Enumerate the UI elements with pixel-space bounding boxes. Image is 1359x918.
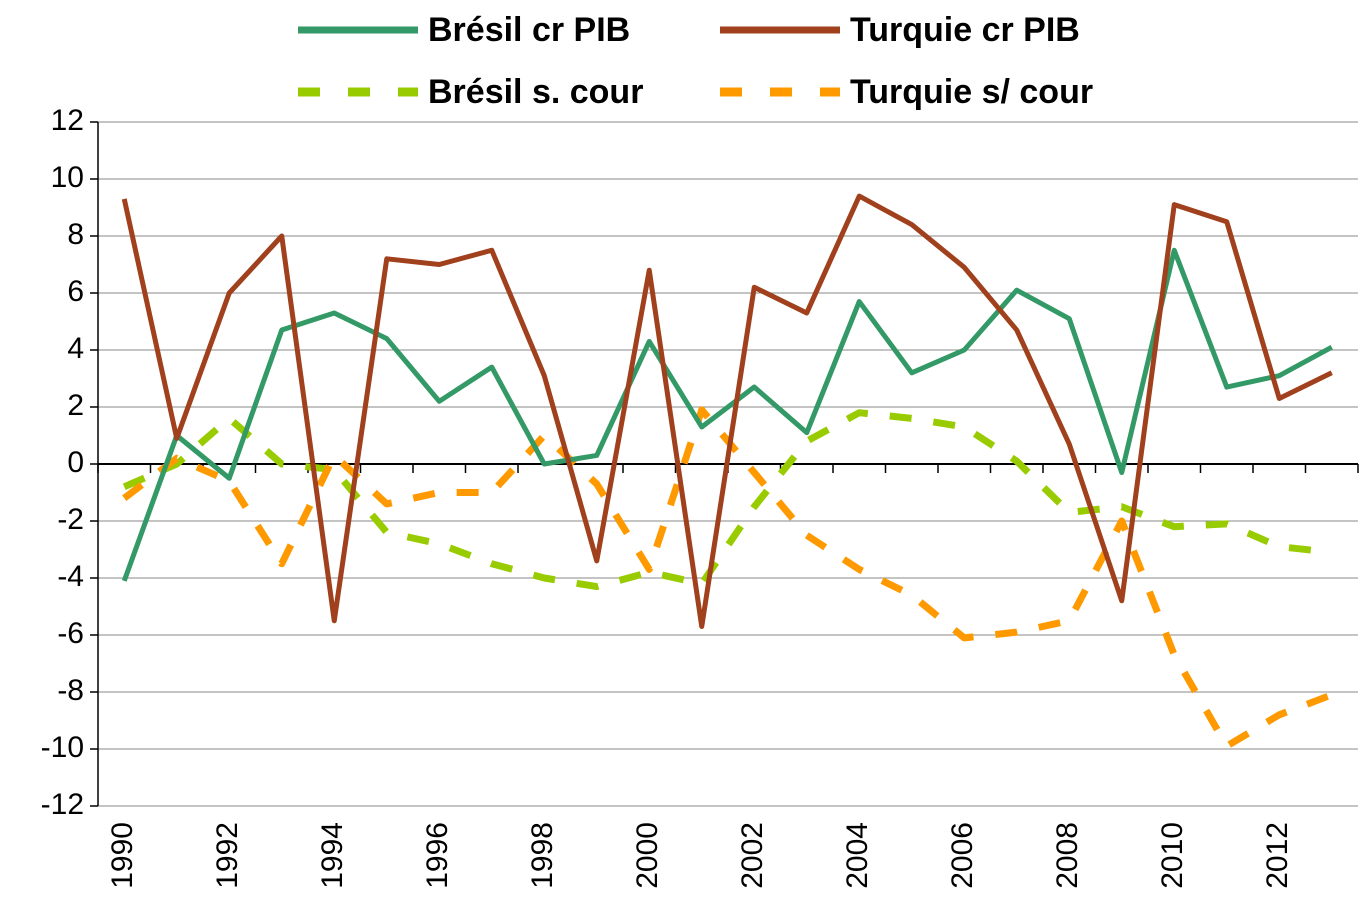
x-tick-label: 2010 xyxy=(1156,822,1189,889)
x-tick-label: 2006 xyxy=(946,822,979,889)
y-tick-label: -8 xyxy=(57,674,84,707)
legend-label: Brésil cr PIB xyxy=(428,11,630,49)
y-tick-label: -12 xyxy=(41,788,84,821)
y-tick-label: 2 xyxy=(67,389,84,422)
legend-label: Brésil s. cour xyxy=(428,73,643,111)
y-tick-label: -2 xyxy=(57,503,84,536)
y-tick-label: 4 xyxy=(67,332,84,365)
x-tick-label: 1990 xyxy=(106,822,139,889)
y-tick-label: 12 xyxy=(51,104,84,137)
y-tick-label: 10 xyxy=(51,161,84,194)
x-tick-label: 2000 xyxy=(631,822,664,889)
y-tick-label: 0 xyxy=(67,446,84,479)
x-tick-label: 1998 xyxy=(526,822,559,889)
series-line xyxy=(121,193,1333,629)
legend-label: Turquie s/ cour xyxy=(850,73,1093,111)
x-tick-label: 1992 xyxy=(211,822,244,889)
y-tick-label: 6 xyxy=(67,275,84,308)
x-tick-label: 2012 xyxy=(1261,822,1294,889)
x-tick-label: 1994 xyxy=(316,822,349,889)
y-tick-label: 8 xyxy=(67,218,84,251)
legend-label: Turquie cr PIB xyxy=(850,11,1080,49)
x-tick-label: 2004 xyxy=(841,822,874,889)
series-line xyxy=(121,247,1333,582)
x-tick-label: 2002 xyxy=(736,822,769,889)
y-tick-label: -10 xyxy=(41,731,84,764)
x-tick-label: 2008 xyxy=(1051,822,1084,889)
y-tick-label: -4 xyxy=(57,560,84,593)
y-tick-label: -6 xyxy=(57,617,84,650)
x-tick-label: 1996 xyxy=(421,822,454,889)
